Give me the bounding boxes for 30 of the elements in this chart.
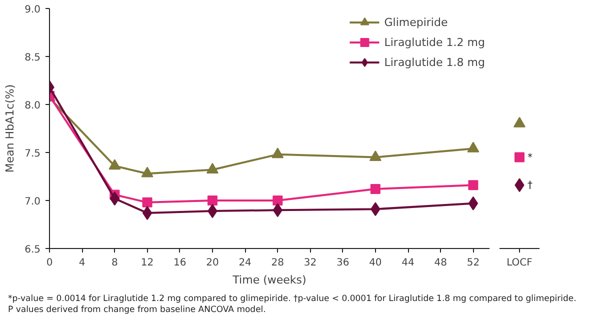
y-tick-label: 7.5 (24, 148, 41, 160)
y-tick-label: 8.5 (24, 52, 41, 64)
x-tick-label: 40 (369, 258, 382, 268)
x-tick-label: 32 (304, 258, 317, 268)
x-tick-label: 28 (271, 258, 284, 268)
x-tick-label: 16 (174, 258, 186, 268)
annotation: * (528, 152, 532, 164)
text: *p-value = 0.0014 for Liraglutide 1.2 mg compared to glimepiride. †p-value < 0.0001 for Liraglutide 1.8 mg compared to glimepiride. (8, 294, 576, 304)
annotation: † (528, 180, 532, 192)
legend-label: Glimepiride (384, 16, 448, 28)
text: P values derived from change from baseline ANCOVA model. (8, 304, 266, 315)
y-tick-label: 8.0 (24, 100, 41, 112)
x-tick-label: 36 (336, 258, 350, 268)
x-tick-label: 0 (46, 258, 53, 268)
x-tick-label: 4 (78, 258, 86, 268)
y-axis-title: Mean HbA1c(%) (4, 84, 17, 173)
x-tick-label: LOCF (506, 258, 533, 268)
y-tick-label: 9.0 (24, 4, 41, 16)
x-tick-label: 52 (466, 258, 480, 268)
x-tick-label: 20 (206, 258, 219, 268)
legend-label: Liraglutide 1.2 mg (384, 36, 485, 48)
y-tick-label: 6.5 (24, 244, 41, 256)
legend-label: Liraglutide 1.8 mg (384, 56, 485, 68)
x-tick-label: 24 (238, 258, 252, 268)
x-tick-label: 12 (140, 258, 154, 268)
x-tick-label: 44 (402, 258, 414, 268)
x-tick-label: 48 (434, 258, 447, 268)
x-axis-title: Time (weeks) (232, 274, 306, 286)
x-tick-label: 8 (112, 258, 118, 268)
y-tick-label: 7.0 (24, 196, 41, 208)
